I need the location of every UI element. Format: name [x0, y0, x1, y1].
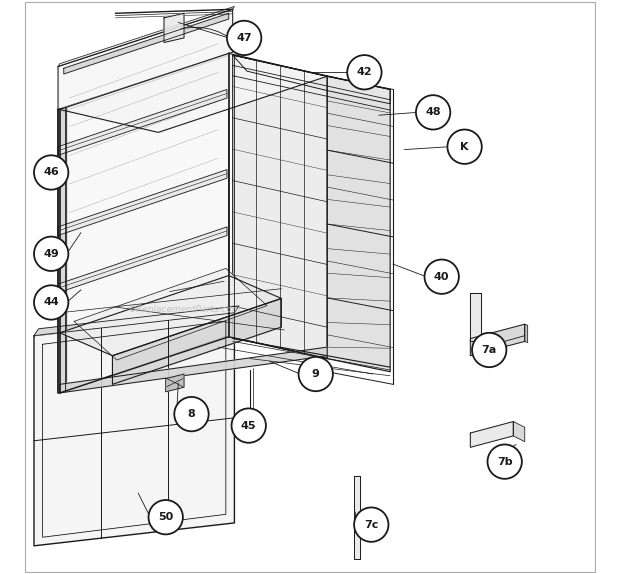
Polygon shape — [58, 6, 234, 67]
Polygon shape — [60, 347, 327, 393]
Circle shape — [416, 95, 450, 130]
Polygon shape — [232, 55, 327, 359]
Polygon shape — [58, 9, 233, 110]
Text: 7b: 7b — [497, 457, 513, 467]
Text: 45: 45 — [241, 421, 257, 430]
Text: ©ReplacementParts.com: ©ReplacementParts.com — [127, 305, 241, 315]
Polygon shape — [58, 90, 227, 156]
Polygon shape — [34, 313, 234, 546]
Circle shape — [347, 55, 381, 90]
Text: 44: 44 — [43, 297, 59, 308]
Polygon shape — [166, 374, 184, 392]
Circle shape — [227, 21, 261, 55]
Circle shape — [34, 285, 68, 320]
Polygon shape — [471, 421, 513, 447]
Circle shape — [34, 156, 68, 189]
Polygon shape — [58, 107, 66, 393]
Polygon shape — [74, 269, 267, 360]
Polygon shape — [60, 55, 229, 393]
Polygon shape — [64, 13, 229, 74]
Text: 7a: 7a — [482, 345, 497, 355]
Text: 49: 49 — [43, 249, 59, 259]
Circle shape — [448, 130, 482, 164]
Polygon shape — [34, 306, 239, 336]
Circle shape — [487, 444, 522, 479]
Circle shape — [174, 397, 209, 431]
Polygon shape — [471, 293, 480, 342]
Text: 48: 48 — [425, 107, 441, 117]
Circle shape — [299, 357, 333, 391]
Text: K: K — [461, 142, 469, 152]
Polygon shape — [112, 298, 281, 385]
Circle shape — [472, 333, 507, 367]
Polygon shape — [164, 13, 184, 42]
Text: 40: 40 — [434, 272, 450, 282]
Text: 50: 50 — [158, 512, 174, 522]
Circle shape — [149, 500, 183, 534]
Polygon shape — [232, 55, 390, 104]
Text: 42: 42 — [356, 67, 372, 77]
Text: 46: 46 — [43, 168, 59, 177]
Polygon shape — [58, 227, 227, 293]
Text: 9: 9 — [312, 369, 320, 379]
Polygon shape — [58, 169, 227, 235]
Polygon shape — [525, 324, 528, 343]
Circle shape — [34, 236, 68, 271]
Polygon shape — [327, 76, 390, 372]
Text: 7c: 7c — [364, 519, 378, 530]
Polygon shape — [354, 476, 360, 559]
Polygon shape — [60, 276, 281, 356]
Polygon shape — [60, 53, 327, 133]
Polygon shape — [513, 421, 525, 441]
Text: 47: 47 — [236, 33, 252, 43]
Text: 8: 8 — [188, 409, 195, 419]
Circle shape — [354, 507, 389, 542]
Polygon shape — [471, 324, 525, 356]
Circle shape — [231, 408, 266, 443]
Circle shape — [425, 259, 459, 294]
